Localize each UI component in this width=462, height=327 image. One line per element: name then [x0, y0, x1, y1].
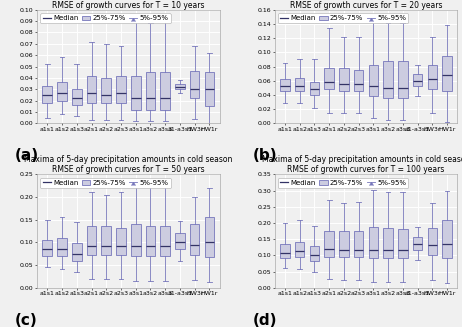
- Text: (d): (d): [253, 313, 277, 327]
- Title: Maxima of 5-day precipitation amounts in cold season
RMSE of growth curves for T: Maxima of 5-day precipitation amounts in…: [24, 0, 232, 10]
- PathPatch shape: [102, 227, 111, 255]
- PathPatch shape: [146, 72, 155, 110]
- PathPatch shape: [116, 76, 126, 103]
- PathPatch shape: [427, 228, 437, 255]
- PathPatch shape: [43, 86, 52, 103]
- PathPatch shape: [131, 76, 140, 110]
- PathPatch shape: [398, 229, 407, 258]
- Text: (b): (b): [253, 148, 277, 163]
- Legend: Median, 25%-75%, 5%-95%: Median, 25%-75%, 5%-95%: [41, 13, 170, 24]
- PathPatch shape: [413, 236, 422, 250]
- PathPatch shape: [72, 89, 82, 105]
- PathPatch shape: [205, 72, 214, 106]
- PathPatch shape: [369, 227, 378, 258]
- PathPatch shape: [72, 243, 82, 261]
- PathPatch shape: [57, 238, 67, 256]
- PathPatch shape: [146, 227, 155, 256]
- PathPatch shape: [442, 56, 452, 91]
- PathPatch shape: [43, 240, 52, 256]
- Title: Maxima of 5-day precipitation amounts in cold season
RMSE of growth curves for T: Maxima of 5-day precipitation amounts in…: [262, 0, 462, 10]
- PathPatch shape: [339, 231, 349, 257]
- PathPatch shape: [102, 78, 111, 103]
- PathPatch shape: [295, 78, 304, 91]
- PathPatch shape: [339, 68, 349, 91]
- Title: Maxima of 5-day precipitation amounts in cold season
RMSE of growth curves for T: Maxima of 5-day precipitation amounts in…: [24, 155, 232, 174]
- PathPatch shape: [205, 217, 214, 257]
- PathPatch shape: [57, 82, 67, 101]
- PathPatch shape: [413, 74, 422, 86]
- Legend: Median, 25%-75%, 5%-95%: Median, 25%-75%, 5%-95%: [278, 13, 408, 24]
- PathPatch shape: [427, 65, 437, 89]
- PathPatch shape: [398, 61, 407, 98]
- PathPatch shape: [295, 242, 304, 257]
- PathPatch shape: [175, 84, 185, 89]
- Title: Maxima of 5-day precipitation amounts in cold season
RMSE of growth curves for T: Maxima of 5-day precipitation amounts in…: [262, 155, 462, 174]
- PathPatch shape: [310, 82, 319, 95]
- PathPatch shape: [324, 231, 334, 257]
- PathPatch shape: [369, 65, 378, 96]
- PathPatch shape: [442, 220, 452, 258]
- PathPatch shape: [160, 72, 170, 110]
- Text: (c): (c): [15, 313, 38, 327]
- PathPatch shape: [324, 68, 334, 89]
- PathPatch shape: [131, 224, 140, 256]
- PathPatch shape: [116, 228, 126, 255]
- PathPatch shape: [383, 61, 393, 98]
- PathPatch shape: [354, 231, 364, 257]
- PathPatch shape: [280, 79, 290, 91]
- PathPatch shape: [190, 71, 200, 98]
- PathPatch shape: [190, 224, 200, 255]
- PathPatch shape: [87, 227, 96, 255]
- PathPatch shape: [383, 228, 393, 258]
- Legend: Median, 25%-75%, 5%-95%: Median, 25%-75%, 5%-95%: [41, 178, 170, 188]
- Legend: Median, 25%-75%, 5%-95%: Median, 25%-75%, 5%-95%: [278, 178, 408, 188]
- PathPatch shape: [310, 246, 319, 261]
- PathPatch shape: [175, 233, 185, 249]
- PathPatch shape: [280, 244, 290, 258]
- Text: (a): (a): [15, 148, 39, 163]
- PathPatch shape: [87, 76, 96, 103]
- PathPatch shape: [354, 70, 364, 91]
- PathPatch shape: [160, 227, 170, 256]
